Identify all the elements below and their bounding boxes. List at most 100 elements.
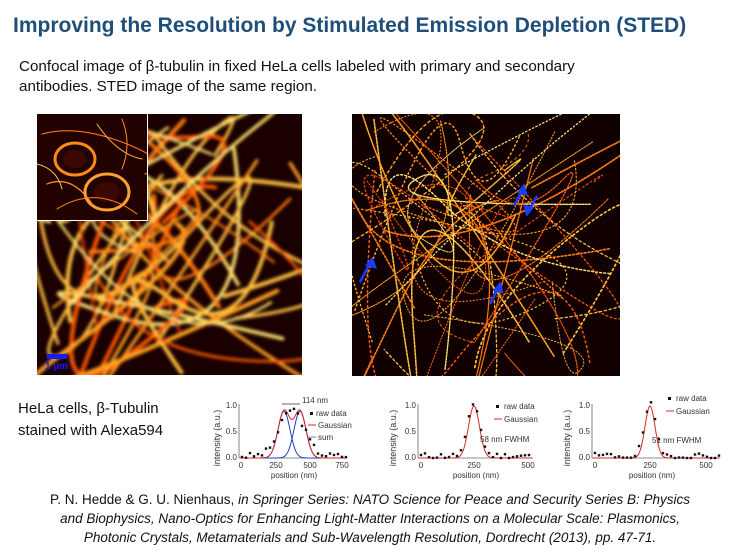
legend-marker-raw xyxy=(668,397,671,400)
raw-data-point xyxy=(507,456,511,460)
raw-data-point xyxy=(641,431,645,434)
raw-data-point xyxy=(324,455,328,458)
raw-data-point xyxy=(304,428,308,431)
x-tick-label: 500 xyxy=(699,461,713,470)
filament xyxy=(363,199,500,376)
filament xyxy=(447,154,522,217)
legend-label: Gaussian xyxy=(504,415,538,424)
raw-data-point xyxy=(427,456,431,459)
raw-data-point xyxy=(499,456,503,460)
raw-data-point xyxy=(260,454,264,457)
fwhm-annotation: 58 nm FWHM xyxy=(480,435,530,444)
filament xyxy=(131,220,274,375)
raw-data-point xyxy=(244,456,248,459)
filament xyxy=(51,171,200,309)
raw-data-point xyxy=(475,410,479,413)
filament xyxy=(385,114,591,306)
raw-data-point xyxy=(312,443,316,447)
caption-line-1: HeLa cells, β-Tubulin xyxy=(18,400,159,417)
y-axis-label: intensity (a.u.) xyxy=(212,410,222,467)
slide-title: Improving the Resolution by Stimulated E… xyxy=(13,14,687,37)
sted-image xyxy=(352,114,620,376)
raw-data-point xyxy=(467,415,471,418)
raw-data-point xyxy=(256,452,260,456)
raw-data-point xyxy=(495,452,499,456)
raw-data-point xyxy=(471,403,475,406)
filament xyxy=(384,174,611,275)
raw-data-point xyxy=(451,452,455,456)
raw-data-point xyxy=(669,454,673,458)
filament xyxy=(423,281,585,374)
reference-authors: P. N. Hedde & G. U. Nienhaus, xyxy=(49,492,235,507)
arrow-head-icon xyxy=(364,256,378,269)
raw-data-point xyxy=(527,453,531,457)
raw-data-point xyxy=(296,412,300,415)
x-tick-label: 750 xyxy=(335,461,349,470)
raw-data-point xyxy=(503,453,507,456)
raw-data-point xyxy=(419,453,423,457)
y-tick-label: 0.0 xyxy=(579,453,591,462)
fwhm-annotation: 114 nm xyxy=(302,396,328,405)
filament xyxy=(69,205,188,375)
x-tick-label: 500 xyxy=(521,461,535,470)
filament xyxy=(373,118,530,376)
raw-data-point xyxy=(284,412,288,415)
legend-label: Gaussian xyxy=(318,421,352,430)
raw-data-point xyxy=(705,455,709,458)
filament xyxy=(436,174,603,344)
y-tick-label: 0.5 xyxy=(579,427,591,436)
raw-data-point xyxy=(709,456,713,460)
raw-data-point xyxy=(300,424,304,428)
raw-data-point xyxy=(328,452,332,455)
raw-data-point xyxy=(633,454,637,458)
raw-data-point xyxy=(463,435,467,439)
raw-data-point xyxy=(693,453,697,456)
filament xyxy=(97,158,259,375)
raw-data-point xyxy=(288,409,292,412)
filament xyxy=(459,137,620,320)
filament xyxy=(352,120,594,316)
filament xyxy=(96,220,302,363)
raw-data-point xyxy=(340,455,344,459)
raw-data-point xyxy=(515,455,519,458)
scale-bar xyxy=(47,354,67,359)
x-tick-label: 0 xyxy=(419,461,424,470)
y-tick-label: 1.0 xyxy=(226,401,238,410)
raw-data-point xyxy=(316,452,320,455)
raw-data-point xyxy=(689,456,693,460)
raw-data-point xyxy=(252,455,256,458)
filament xyxy=(65,176,302,324)
raw-data-point xyxy=(264,447,268,450)
legend-marker-raw xyxy=(310,412,313,415)
raw-data-point xyxy=(479,428,483,432)
x-axis-label: position (nm) xyxy=(629,471,676,480)
arrow-head-icon xyxy=(523,204,535,217)
raw-data-point xyxy=(685,456,689,460)
raw-data-point xyxy=(272,440,276,443)
filament xyxy=(352,197,610,309)
raw-data-point xyxy=(439,453,443,456)
y-axis-label: intensity (a.u.) xyxy=(388,410,398,467)
raw-data-point xyxy=(248,451,252,455)
scale-bar-label: 1 µm xyxy=(45,361,68,372)
raw-data-point xyxy=(673,456,677,460)
raw-data-point xyxy=(609,452,613,456)
raw-data-point xyxy=(665,453,669,456)
legend-label: raw data xyxy=(504,402,535,411)
filament xyxy=(353,207,568,324)
raw-data-point xyxy=(713,456,717,460)
filament xyxy=(361,114,555,358)
raw-data-point xyxy=(523,454,527,457)
raw-data-point xyxy=(511,455,515,459)
profile-plot-1: intensity (a.u.) 1.0 0.5 0.0 0 250 500 7… xyxy=(212,396,352,480)
filament xyxy=(366,180,487,295)
raw-data-point xyxy=(435,456,439,459)
reference-citation: P. N. Hedde & G. U. Nienhaus, in Springe… xyxy=(0,490,740,547)
x-axis-label: position (nm) xyxy=(453,471,500,480)
y-tick-label: 1.0 xyxy=(579,401,591,410)
raw-data-point xyxy=(292,407,296,411)
figure-caption: HeLa cells, β-Tubulin stained with Alexa… xyxy=(18,398,163,442)
filament xyxy=(426,197,536,376)
raw-data-point xyxy=(447,455,451,459)
filament xyxy=(353,122,520,313)
